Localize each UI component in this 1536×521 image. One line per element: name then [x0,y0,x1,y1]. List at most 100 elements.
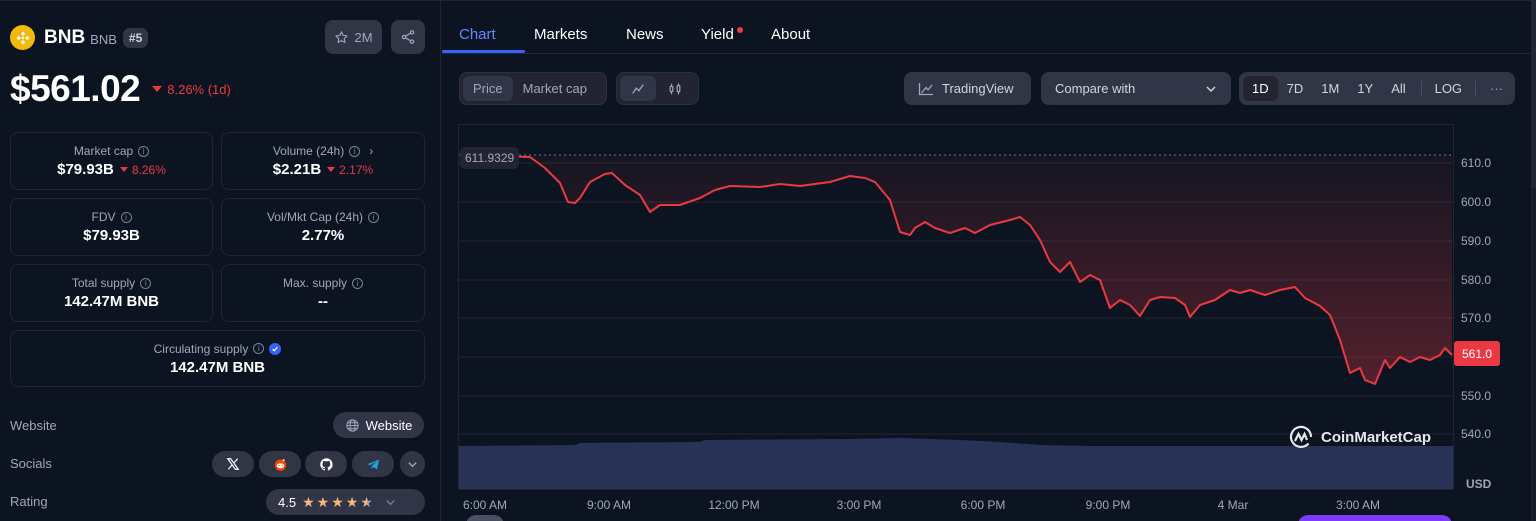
star-filled-icon: ★ [345,494,359,510]
reddit-button[interactable] [259,451,301,477]
tab-yield[interactable]: Yield [701,26,734,43]
tab-chart[interactable]: Chart [459,26,496,43]
tradingview-button[interactable]: TradingView [904,72,1031,105]
tab-about[interactable]: About [771,26,811,43]
coinmarketcap-logo-icon [1289,425,1313,448]
rating-stars: ★ ★ ★ ★ ★ [302,495,373,509]
website-label: Website [10,418,57,433]
y-tick-580: 580.0 [1461,273,1492,287]
github-button[interactable] [305,451,347,477]
total-supply-value: 142.47M BNB [63,293,160,310]
x-twitter-button[interactable] [212,451,254,477]
info-icon[interactable]: i [140,277,152,289]
range-1m[interactable]: 1M [1321,81,1340,96]
price-row: $561.02 8.26% (1d) [10,68,231,110]
telegram-icon [366,459,379,469]
coin-tabs: Chart Markets News Yield About [442,0,1536,54]
stat-total-supply: Total supply i 142.47M BNB [10,264,213,322]
volume-value: $2.21B [272,161,322,178]
reddit-icon [274,458,286,471]
more-socials-button[interactable] [400,451,425,477]
share-icon [401,30,415,44]
chat-bubble-partial[interactable] [466,515,504,521]
volume-bars [459,438,1453,489]
new-badge-dot [737,27,743,33]
coin-header: BNB BNB #5 [10,25,149,50]
stat-volume-24h[interactable]: Volume (24h) i › $2.21B 2.17% [221,132,425,190]
chevron-right-icon[interactable]: › [369,144,374,158]
log-scale-toggle[interactable]: LOG [1434,81,1463,96]
event-marker-partial[interactable] [1298,515,1452,521]
price-toggle[interactable]: Price [463,76,513,101]
share-button[interactable] [391,20,425,54]
info-icon[interactable]: i [253,343,265,354]
socials-label: Socials [10,456,52,471]
caret-down-icon [152,86,163,92]
candlestick-button[interactable] [656,76,694,101]
time-range-selector: 1D 7D 1M 1Y All LOG ··· [1239,72,1515,105]
compare-placeholder: Compare with [1055,81,1136,96]
price-chart[interactable] [458,124,1454,490]
scrollbar-thumb[interactable] [1531,0,1536,188]
price-change-1d: 8.26% (1d) [152,82,231,97]
verified-check-icon [269,342,282,355]
y-tick-610: 610.0 [1461,156,1492,170]
stat-market-cap: Market cap i $79.93B 8.26% [10,132,213,190]
chart-type-toggle [616,72,699,105]
star-filled-icon: ★ [302,494,315,510]
market-cap-toggle[interactable]: Market cap [522,81,587,96]
range-7d[interactable]: 7D [1286,81,1304,96]
line-chart-button[interactable] [620,76,656,101]
x-tick: 6:00 AM [462,498,508,512]
chevron-down-icon [408,461,417,467]
x-icon [226,458,240,470]
star-filled-icon: ★ [316,494,330,510]
telegram-button[interactable] [352,451,394,477]
stat-vol-mkt-cap: Vol/Mkt Cap (24h) i 2.77% [221,198,425,256]
info-icon[interactable]: i [352,277,364,289]
page-scrollbar[interactable] [1531,0,1536,521]
watchlist-count: 2M [354,29,373,45]
github-icon [319,457,333,470]
info-icon[interactable]: i [138,145,150,157]
compare-with-dropdown[interactable]: Compare with [1041,72,1231,105]
rating-dropdown[interactable]: 4.5 ★ ★ ★ ★ ★ [266,489,425,515]
candlestick-icon [669,82,681,94]
y-tick-590: 590.0 [1461,234,1492,248]
tab-news[interactable]: News [626,26,664,43]
coin-summary-panel: BNB BNB #5 2M $561.02 8.26% (1d) Market … [0,0,441,521]
caret-down-icon [119,167,128,172]
rating-value: 4.5 [278,494,297,510]
price-area-fill [462,155,1452,384]
info-icon[interactable]: i [368,211,380,223]
caret-down-icon [327,167,336,172]
range-1y[interactable]: 1Y [1357,81,1374,96]
price-line [461,154,1453,385]
line-chart-icon [632,83,644,94]
top-divider [0,0,1536,1]
stat-max-supply: Max. supply i -- [221,264,425,322]
range-all[interactable]: All [1391,81,1406,96]
star-half-icon: ★ [360,494,373,510]
more-options-button[interactable]: ··· [1489,81,1503,96]
vol-mkt-cap-value: 2.77% [301,227,345,244]
x-tick: 3:00 AM [1335,498,1381,512]
x-tick: 9:00 AM [586,498,632,512]
coinmarketcap-watermark: CoinMarketCap [1288,424,1431,450]
data-type-toggle: Price Market cap [459,72,607,105]
watchlist-button[interactable]: 2M [325,20,382,54]
circulating-supply-value: 142.47M BNB [169,358,266,376]
range-1d[interactable]: 1D [1243,76,1278,101]
star-icon [335,30,349,43]
active-tab-indicator [442,50,525,53]
info-icon[interactable]: i [120,211,132,223]
reference-price-tag: 611.9329 [460,147,520,169]
chevron-down-icon [386,499,395,505]
info-icon[interactable]: i [349,145,361,157]
website-button[interactable]: Website [333,412,424,438]
tab-markets[interactable]: Markets [534,26,588,43]
market-cap-change: 8.26% [119,163,166,177]
market-cap-value: $79.93B [57,161,114,178]
